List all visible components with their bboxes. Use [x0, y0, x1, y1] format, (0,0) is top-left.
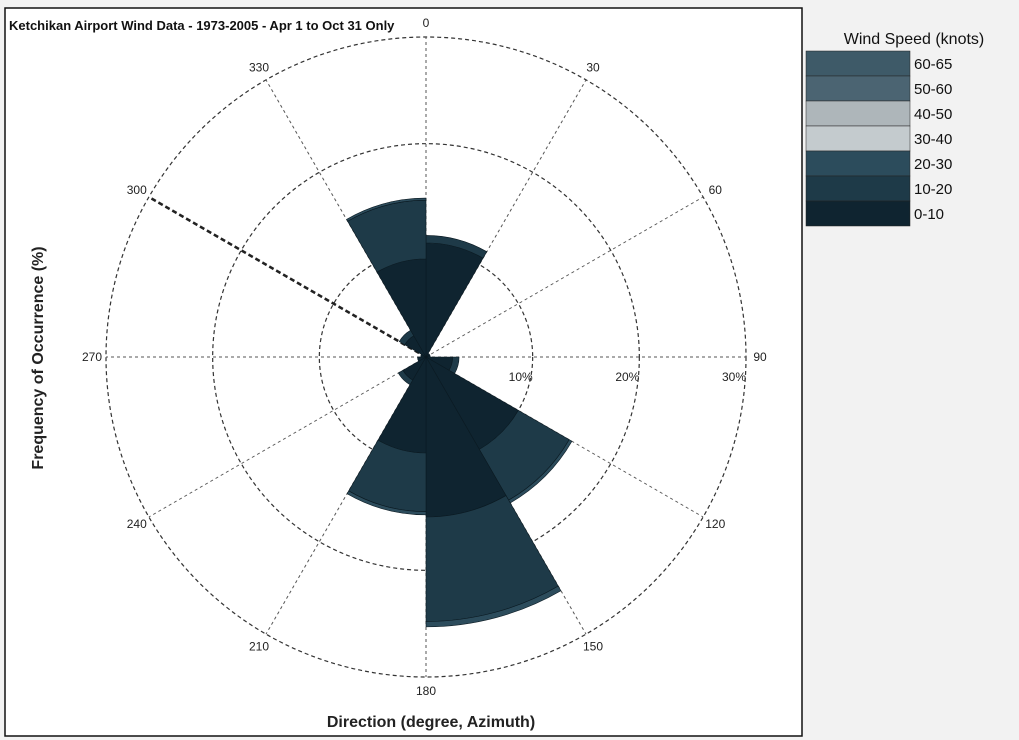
- legend-swatch-10-20: [805, 175, 911, 202]
- legend-label-0-10: 0-10: [914, 206, 944, 223]
- legend-label-60-65: 60-65: [914, 56, 952, 73]
- legend-label-40-50: 40-50: [914, 106, 952, 123]
- grid-ring-2: [212, 143, 640, 571]
- legend-label-10-20: 10-20: [914, 181, 952, 198]
- radial-tick-2: 20%: [615, 370, 639, 384]
- direction-label-30: 30: [586, 61, 600, 75]
- radial-tick-1: 10%: [509, 370, 533, 384]
- spoke-300: [148, 195, 427, 359]
- wind-sectors: [346, 197, 573, 628]
- direction-label-120: 120: [705, 517, 725, 531]
- spoke-240: [148, 356, 427, 518]
- spoke-330: [265, 79, 427, 358]
- legend-swatch-60-65: [805, 50, 911, 77]
- legend-swatch-30-40: [805, 125, 911, 152]
- direction-label-270: 270: [82, 350, 102, 364]
- direction-label-300: 300: [127, 183, 147, 197]
- sector-330-20-30: [346, 197, 427, 222]
- sector-240-0-10: [417, 356, 428, 362]
- legend: 60-65 50-60 40-50 30-40 20-30 10-20 0-10: [805, 50, 952, 227]
- sector-210-10-20: [397, 369, 414, 386]
- direction-label-90: 90: [753, 350, 767, 364]
- direction-label-210: 210: [249, 639, 269, 653]
- spoke-30: [425, 79, 587, 358]
- legend-label-50-60: 50-60: [914, 81, 952, 98]
- direction-label-150: 150: [583, 639, 603, 653]
- legend-title: Wind Speed (knots): [844, 31, 985, 48]
- grid-ring-1: [318, 249, 534, 465]
- legend-swatch-40-50: [805, 100, 911, 127]
- direction-labels: 0 30 60 90 120 150 180 210 240 270 300 330: [82, 16, 767, 698]
- legend-swatch-50-60: [805, 75, 911, 102]
- direction-label-330: 330: [249, 61, 269, 75]
- direction-label-180: 180: [416, 684, 436, 698]
- direction-label-240: 240: [127, 517, 147, 531]
- radial-tick-3: 30%: [722, 370, 746, 384]
- radial-tick-labels: 10% 20% 30%: [509, 370, 747, 384]
- x-axis-label: Direction (degree, Azimuth): [327, 714, 535, 731]
- y-axis-label: Frequency of Occurrence (%): [30, 246, 47, 469]
- direction-label-0: 0: [423, 16, 430, 30]
- spoke-210: [265, 356, 427, 635]
- legend-swatch-0-10: [805, 200, 911, 227]
- direction-label-60: 60: [709, 183, 723, 197]
- legend-label-30-40: 30-40: [914, 131, 952, 148]
- legend-swatch-20-30: [805, 150, 911, 177]
- sector-180-20-30: [346, 490, 427, 516]
- legend-label-20-30: 20-30: [914, 156, 952, 173]
- sector-150-20-30: [425, 585, 562, 628]
- spoke-120: [425, 356, 704, 518]
- spoke-60: [425, 196, 704, 358]
- chart-title: Ketchikan Airport Wind Data - 1973-2005 …: [9, 18, 395, 33]
- sector-0-10-20: [425, 235, 488, 259]
